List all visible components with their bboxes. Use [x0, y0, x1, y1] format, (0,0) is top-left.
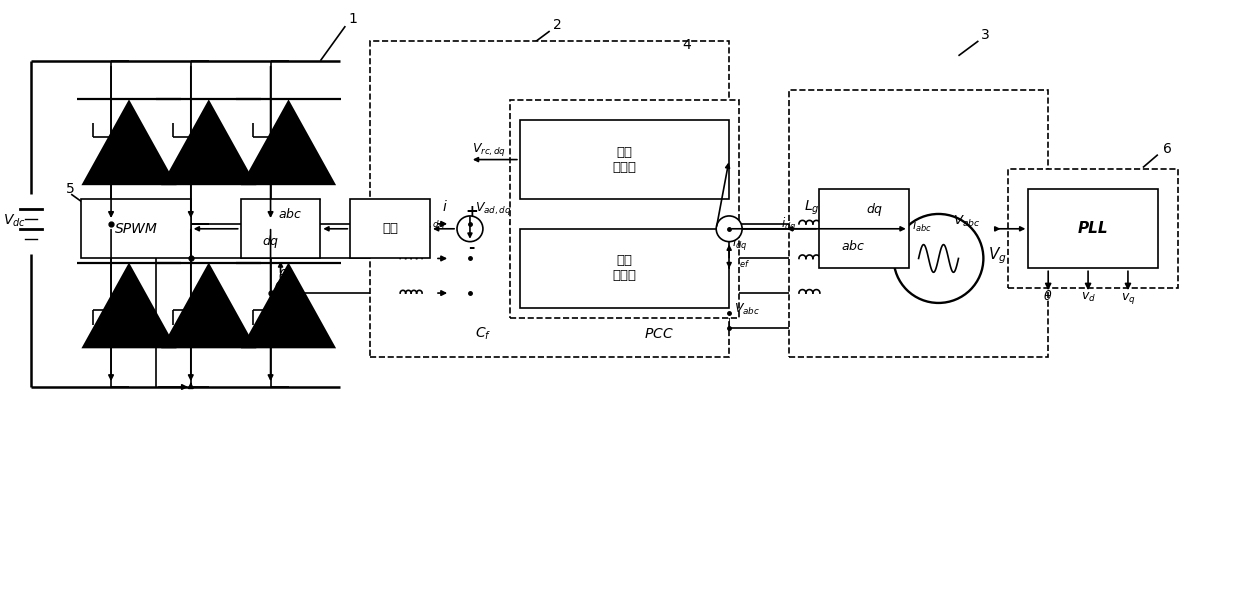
Text: $abc$: $abc$: [841, 239, 865, 253]
Bar: [509, 100, 740, 318]
Bar: [520, 229, 730, 308]
Text: $i_{dq,ref}$: $i_{dq,ref}$: [717, 254, 751, 272]
Text: -: -: [468, 240, 475, 255]
Text: 2: 2: [553, 18, 561, 32]
Circle shape: [893, 214, 984, 303]
Bar: [520, 120, 730, 199]
Text: $C_f$: $C_f$: [475, 325, 492, 342]
Text: -: -: [707, 220, 715, 235]
Polygon shape: [82, 100, 177, 185]
Text: $V_{rc,dq}$: $V_{rc,dq}$: [472, 141, 507, 158]
Text: $i_{dq}$: $i_{dq}$: [732, 235, 747, 253]
Text: 电流
控制器: 电流 控制器: [612, 145, 637, 173]
Text: $i$: $i$: [442, 199, 447, 214]
Bar: [351, 199, 430, 259]
Text: $PCC$: $PCC$: [644, 327, 674, 340]
Text: 6: 6: [1163, 142, 1172, 156]
Text: $V_{abc}$: $V_{abc}$: [954, 214, 981, 229]
Text: $\theta$: $\theta$: [1043, 289, 1053, 303]
Text: $V_{abc}$: $V_{abc}$: [735, 302, 761, 317]
Text: $A$: $A$: [89, 211, 99, 224]
Text: $v_d$: $v_d$: [1080, 291, 1095, 304]
Text: $\theta$: $\theta$: [279, 268, 289, 283]
Text: +: +: [725, 204, 737, 219]
Bar: [1009, 169, 1178, 288]
Text: $V_{c,dq}$: $V_{c,dq}$: [415, 214, 446, 231]
Polygon shape: [240, 262, 336, 348]
Text: 4: 4: [683, 38, 691, 52]
Text: 5: 5: [66, 182, 74, 196]
Text: $abc$: $abc$: [278, 207, 302, 221]
Text: $v_q$: $v_q$: [1120, 291, 1135, 306]
Text: PLL: PLL: [1078, 221, 1109, 236]
Text: $\Delta I_{dq}$: $\Delta I_{dq}$: [689, 208, 715, 225]
Polygon shape: [161, 262, 256, 348]
Text: 限幅: 限幅: [382, 222, 398, 235]
Text: $L_g$: $L_g$: [804, 199, 819, 218]
Polygon shape: [82, 262, 177, 348]
Text: $V_{dc}$: $V_{dc}$: [4, 213, 26, 229]
Text: 3: 3: [981, 28, 990, 42]
Text: $V_g$: $V_g$: [989, 245, 1007, 266]
Text: $C$: $C$: [274, 280, 284, 293]
Text: SPWM: SPWM: [114, 222, 157, 236]
Text: 1: 1: [348, 12, 357, 26]
Text: $i_{dq}$: $i_{dq}$: [781, 216, 797, 234]
Text: $dq$: $dq$: [263, 234, 280, 250]
Bar: [370, 41, 730, 358]
Polygon shape: [161, 100, 256, 185]
Text: $V_{ad,dq}$: $V_{ad,dq}$: [475, 200, 512, 217]
Circle shape: [716, 216, 742, 241]
Text: $L_1$: $L_1$: [403, 199, 418, 215]
Text: +: +: [465, 204, 478, 219]
Text: $L_2$: $L_2$: [513, 199, 528, 215]
Bar: [81, 199, 191, 259]
Text: 阻尼
控制器: 阻尼 控制器: [612, 254, 637, 283]
Polygon shape: [240, 100, 336, 185]
Text: $dq$: $dq$: [866, 200, 883, 218]
Bar: [1028, 190, 1158, 268]
Bar: [789, 91, 1048, 358]
Text: $B$: $B$: [169, 246, 178, 259]
Circle shape: [457, 216, 483, 241]
Bar: [819, 190, 908, 268]
Bar: [240, 199, 321, 259]
Text: $i_{abc}$: $i_{abc}$: [912, 218, 932, 234]
